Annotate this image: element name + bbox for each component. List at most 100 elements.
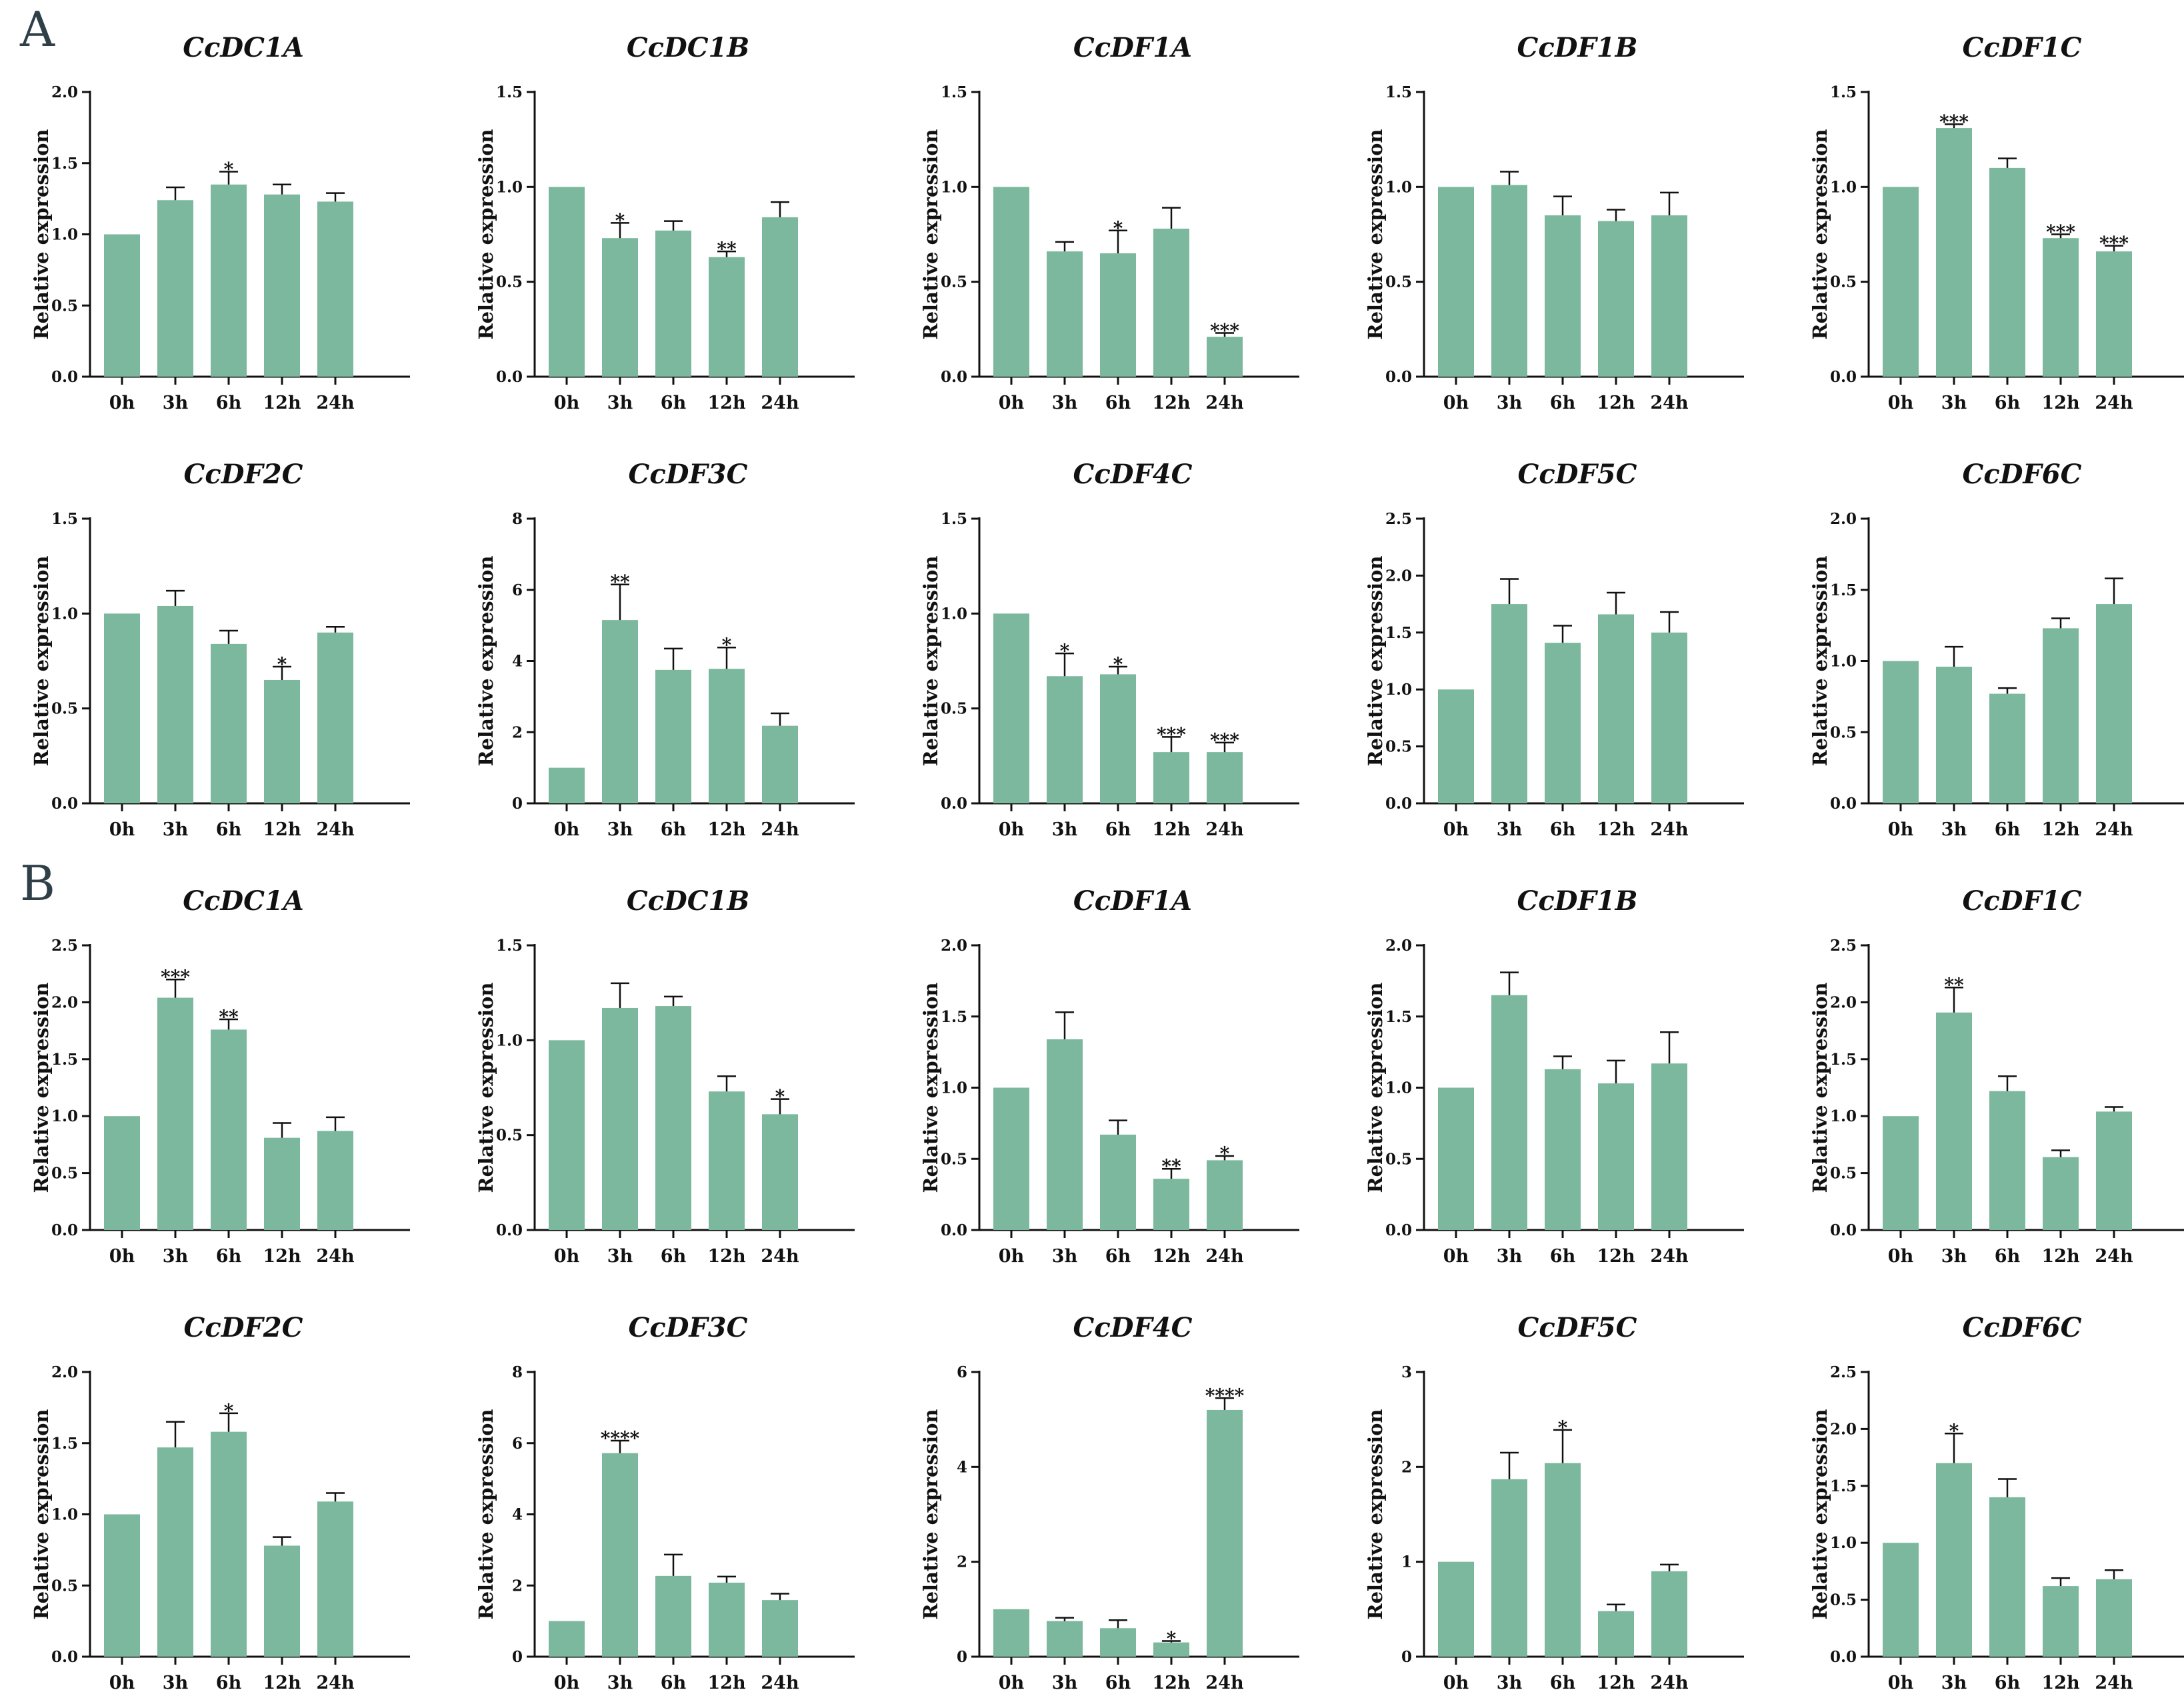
bar-24h <box>762 725 798 803</box>
chart-svg: CcDF6C Relative expression 0.0 0.5 1.0 1.5 2.0… <box>1809 1312 2184 1693</box>
bar-3h <box>1936 128 1972 377</box>
chart-b-ccdc1b: CcDC1B Relative expression 0.0 0.5 1.0 1.5 0h 3… <box>445 867 871 1267</box>
chart-svg: CcDF1C Relative expression 0.0 0.5 1.0 1.5 0h 3… <box>1809 32 2184 413</box>
bar-12h <box>1598 1083 1634 1230</box>
x-tick-label: 6h <box>1995 1673 2021 1693</box>
chart-svg: CcDF2C Relative expression 0.0 0.5 1.0 1.5 0h 3… <box>30 459 410 840</box>
bar-12h <box>2043 1157 2079 1230</box>
chart-svg: CcDC1A Relative expression 0.0 0.5 1.0 1.5 2.0… <box>30 885 410 1267</box>
x-tick-label: 6h <box>661 819 687 840</box>
x-tick-label: 6h <box>1105 1673 1131 1693</box>
bar-12h <box>1153 1179 1189 1230</box>
x-tick-label: 24h <box>1205 819 1244 840</box>
x-tick-label: 3h <box>607 819 633 840</box>
significance-marker: * <box>224 1400 234 1422</box>
chart-svg: CcDF3C Relative expression 0 2 4 6 8 0h 3h ** 6h 12… <box>475 459 855 840</box>
y-tick-label: 0.5 <box>1830 723 1857 741</box>
y-axis-label: Relative expression <box>1809 555 1831 766</box>
y-tick-label: 1.5 <box>941 1008 967 1026</box>
chart-svg: CcDC1B Relative expression 0.0 0.5 1.0 1.5 0h 3… <box>475 32 855 413</box>
y-tick-label: 1.5 <box>496 83 523 101</box>
x-tick-label: 0h <box>999 1246 1025 1267</box>
y-tick-label: 0.0 <box>496 1221 523 1239</box>
y-tick-label: 1.5 <box>941 510 967 528</box>
x-tick-label: 3h <box>163 1246 189 1267</box>
y-tick-label: 0.5 <box>1385 738 1412 756</box>
y-tick-label: 1.5 <box>1830 83 1857 101</box>
x-tick-label: 3h <box>1941 1673 1967 1693</box>
y-tick-label: 1.0 <box>941 1079 967 1097</box>
y-tick-label: 2.0 <box>51 1363 78 1381</box>
bar-6h <box>1100 1134 1136 1230</box>
bar-0h <box>1438 1087 1474 1230</box>
y-tick-label: 1.5 <box>1830 1051 1857 1069</box>
chart-svg: CcDF4C Relative expression 0.0 0.5 1.0 1.5 0h 3… <box>919 459 1299 840</box>
panel-label-a: A <box>20 1 55 57</box>
bar-3h <box>1491 995 1527 1230</box>
bar-12h <box>264 1545 300 1657</box>
x-tick-label: 6h <box>1995 1246 2021 1267</box>
bar-12h <box>709 669 745 803</box>
bar-0h <box>1883 1543 1919 1657</box>
bar-3h <box>602 1007 638 1230</box>
y-tick-label: 1.0 <box>1830 178 1857 196</box>
bar-0h <box>549 1040 585 1230</box>
chart-b-ccdf2c: CcDF2C Relative expression 0.0 0.5 1.0 1.5 2.0… <box>0 1293 427 1693</box>
x-tick-label: 0h <box>1443 1246 1469 1267</box>
bar-24h <box>762 217 798 377</box>
y-tick-label: 1.5 <box>1385 1008 1412 1026</box>
y-tick-label: 6 <box>957 1363 967 1381</box>
bar-6h <box>1545 215 1581 377</box>
y-tick-label: 2.0 <box>1830 993 1857 1011</box>
bar-0h <box>993 1609 1029 1657</box>
x-tick-label: 6h <box>661 1673 687 1693</box>
x-tick-label: 12h <box>707 1246 746 1267</box>
chart-title: CcDF1A <box>1073 885 1192 917</box>
chart-b-ccdc1a: CcDC1A Relative expression 0.0 0.5 1.0 1.5 2.0… <box>0 867 427 1267</box>
x-tick-label: 24h <box>1650 1246 1689 1267</box>
x-tick-label: 3h <box>163 1673 189 1693</box>
significance-marker: *** <box>2099 233 2129 255</box>
bar-24h <box>2096 604 2132 803</box>
bar-6h <box>1545 1069 1581 1230</box>
x-tick-label: 24h <box>316 819 355 840</box>
bar-6h <box>1545 1463 1581 1657</box>
bar-3h <box>157 200 193 377</box>
bar-24h <box>1651 1571 1687 1657</box>
bar-6h <box>655 230 691 377</box>
y-axis-label: Relative expression <box>475 1409 497 1619</box>
significance-marker: * <box>615 209 625 231</box>
x-tick-label: 0h <box>109 1246 135 1267</box>
significance-marker: *** <box>1939 111 1969 133</box>
chart-title: CcDC1B <box>627 32 749 63</box>
x-tick-label: 0h <box>1888 1246 1914 1267</box>
chart-b-ccdf1b: CcDF1B Relative expression 0.0 0.5 1.0 1.5 2.0… <box>1334 867 1761 1267</box>
chart-a-ccdf1a: CcDF1A Relative expression 0.0 0.5 1.0 1.5 0h 3… <box>889 13 1316 413</box>
x-tick-label: 6h <box>216 393 242 413</box>
chart-a-ccdc1a: CcDC1A Relative expression 0.0 0.5 1.0 1.5 2.0… <box>0 13 427 413</box>
y-tick-label: 0 <box>1401 1648 1412 1666</box>
significance-marker: *** <box>2046 221 2075 243</box>
x-tick-label: 3h <box>1052 393 1078 413</box>
bar-0h <box>993 1087 1029 1230</box>
x-tick-label: 0h <box>554 393 580 413</box>
y-tick-label: 0.0 <box>1385 795 1412 813</box>
y-tick-label: 1.0 <box>51 1506 78 1524</box>
bar-0h <box>104 1116 140 1230</box>
y-tick-label: 0.0 <box>1830 1648 1857 1666</box>
y-tick-label: 1.5 <box>51 1435 78 1453</box>
chart-svg: CcDF3C Relative expression 0 2 4 6 8 0h 3h **** 6h… <box>475 1312 855 1693</box>
x-tick-label: 3h <box>1052 1246 1078 1267</box>
y-axis-label: Relative expression <box>919 129 942 339</box>
y-tick-label: 0.0 <box>941 795 967 813</box>
x-tick-label: 3h <box>163 393 189 413</box>
chart-svg: CcDF1C Relative expression 0.0 0.5 1.0 1.5 2.0… <box>1809 885 2184 1267</box>
bar-24h <box>1207 1160 1243 1230</box>
chart-svg: CcDF1A Relative expression 0.0 0.5 1.0 1.5 0h 3… <box>919 32 1299 413</box>
chart-a-ccdf2c: CcDF2C Relative expression 0.0 0.5 1.0 1.5 0h 3… <box>0 440 427 840</box>
y-axis-label: Relative expression <box>1364 1409 1387 1619</box>
significance-marker: * <box>775 1086 785 1108</box>
bar-3h <box>157 605 193 803</box>
bar-3h <box>1047 1039 1083 1230</box>
bar-0h <box>104 1514 140 1657</box>
